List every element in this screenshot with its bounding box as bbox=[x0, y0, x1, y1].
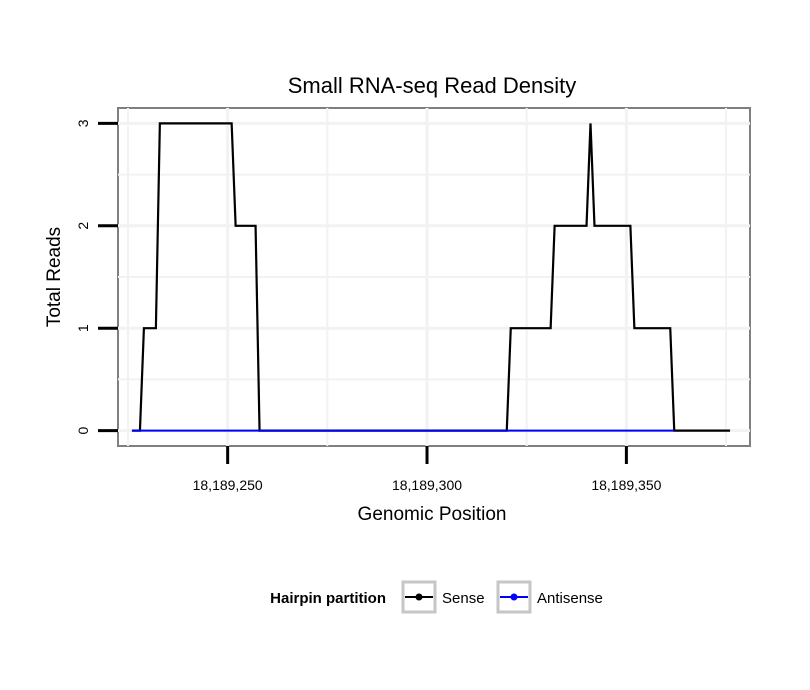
legend-item-sense: Sense bbox=[401, 580, 485, 614]
legend-marker-antisense bbox=[510, 593, 518, 601]
x-tick-label: 18,189,250 bbox=[193, 477, 263, 493]
y-tick-label: 1 bbox=[75, 324, 91, 332]
x-tick-label: 18,189,350 bbox=[591, 477, 661, 493]
series-lines bbox=[131, 122, 731, 432]
y-tick-label: 0 bbox=[75, 427, 91, 435]
legend-title: Hairpin partition bbox=[270, 590, 386, 607]
x-tick-label: 18,189,300 bbox=[392, 477, 462, 493]
legend-item-antisense: Antisense bbox=[496, 580, 603, 614]
legend: Hairpin partition Sense Antisense bbox=[270, 580, 603, 614]
legend-label-sense: Sense bbox=[442, 590, 485, 607]
x-axis-title: Genomic Position bbox=[358, 504, 507, 525]
y-tick-label: 2 bbox=[75, 222, 91, 230]
y-tick-label: 3 bbox=[75, 119, 91, 127]
legend-marker-sense bbox=[415, 593, 423, 601]
series-line-sense bbox=[131, 122, 731, 432]
axes: 18,189,250 18,189,300 18,189,350 0 1 2 3 bbox=[75, 119, 662, 493]
chart-title: Small RNA-seq Read Density bbox=[288, 73, 577, 98]
legend-label-antisense: Antisense bbox=[537, 590, 603, 607]
y-axis-title: Total Reads bbox=[44, 227, 65, 327]
